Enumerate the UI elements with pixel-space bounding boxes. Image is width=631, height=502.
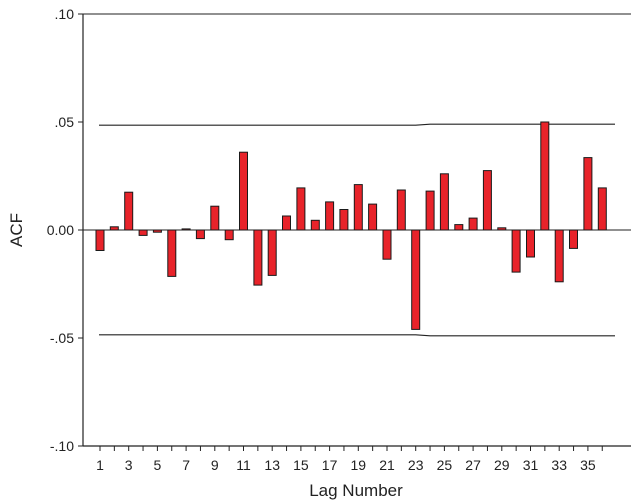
acf-bar-lag-3 [124, 191, 134, 231]
x-tick-label: 7 [182, 457, 190, 473]
acf-bar-lag-12 [253, 229, 263, 286]
confidence-limits [99, 123, 615, 337]
acf-bar-lag-22 [396, 189, 406, 231]
x-tick-label: 3 [125, 457, 133, 473]
acf-bar-lag-13 [267, 229, 277, 276]
acf-bar-lag-24 [425, 190, 435, 231]
acf-bars [95, 121, 607, 330]
acf-bar-lag-19 [353, 184, 363, 231]
acf-bar-lag-14 [282, 215, 291, 231]
x-axis-title: Lag Number [309, 481, 403, 500]
lower-confidence-limit [99, 334, 615, 337]
acf-bar-lag-18 [339, 209, 349, 231]
x-tick-label: 23 [408, 457, 424, 473]
acf-bar-lag-9 [210, 205, 220, 231]
acf-bar-lag-33 [554, 229, 564, 283]
acf-bar-lag-26 [454, 224, 464, 231]
acf-bar-lag-30 [511, 229, 521, 273]
y-tick-label: -.05 [50, 330, 74, 346]
x-tick-label: 1 [96, 457, 104, 473]
x-tick-label: 27 [465, 457, 481, 473]
acf-bar-lag-17 [325, 201, 335, 231]
acf-bar-lag-11 [239, 151, 248, 231]
x-tick-label: 15 [293, 457, 309, 473]
acf-bar-lag-21 [382, 229, 392, 260]
acf-bar-lag-32 [540, 121, 550, 231]
y-tick-label: .05 [55, 114, 75, 130]
acf-bar-lag-31 [526, 229, 535, 258]
x-tick-label: 17 [322, 457, 338, 473]
acf-bar-lag-15 [296, 187, 306, 231]
acf-bar-lag-27 [468, 217, 478, 231]
x-tick-label: 21 [379, 457, 395, 473]
acf-bar-lag-1 [95, 229, 105, 251]
acf-bar-lag-25 [439, 173, 449, 231]
x-tick-label: 13 [264, 457, 280, 473]
y-tick-label: -.10 [50, 438, 74, 454]
x-tick-label: 11 [236, 457, 251, 473]
acf-bar-lag-10 [224, 229, 234, 241]
acf-bar-lag-29 [497, 227, 507, 231]
acf-bar-lag-36 [597, 187, 607, 231]
x-tick-label: 29 [494, 457, 510, 473]
acf-bar-lag-5 [152, 229, 162, 233]
acf-bar-lag-16 [310, 219, 320, 231]
acf-bar-lag-20 [368, 203, 378, 231]
acf-bar-lag-2 [109, 226, 119, 231]
acf-bar-lag-23 [411, 229, 421, 330]
x-tick-label: 35 [580, 457, 596, 473]
upper-confidence-limit [99, 123, 615, 126]
x-tick-label: 25 [437, 457, 453, 473]
x-tick-label: 9 [211, 457, 219, 473]
y-tick-label: 0.00 [47, 222, 74, 238]
y-axis-title: ACF [7, 213, 26, 247]
acf-bar-lag-8 [195, 229, 205, 240]
x-tick-label: 31 [523, 457, 539, 473]
x-tick-label: 19 [351, 457, 367, 473]
acf-bar-lag-6 [167, 229, 177, 277]
y-tick-labels: .10 .05 0.00 -.05 -.10 [47, 6, 83, 454]
x-tick-label: 33 [551, 457, 567, 473]
acf-bar-lag-28 [482, 170, 492, 231]
acf-bar-lag-7 [181, 228, 191, 231]
x-tick-labels: 1 3 5 7 9 11 13 15 17 19 21 23 25 27 29 31 33 35 [96, 446, 603, 473]
acf-bar-lag-4 [138, 229, 148, 236]
acf-bar-lag-34 [569, 229, 578, 249]
acf-bar-lag-35 [583, 157, 593, 231]
y-tick-label: .10 [55, 6, 75, 22]
x-tick-label: 5 [154, 457, 162, 473]
